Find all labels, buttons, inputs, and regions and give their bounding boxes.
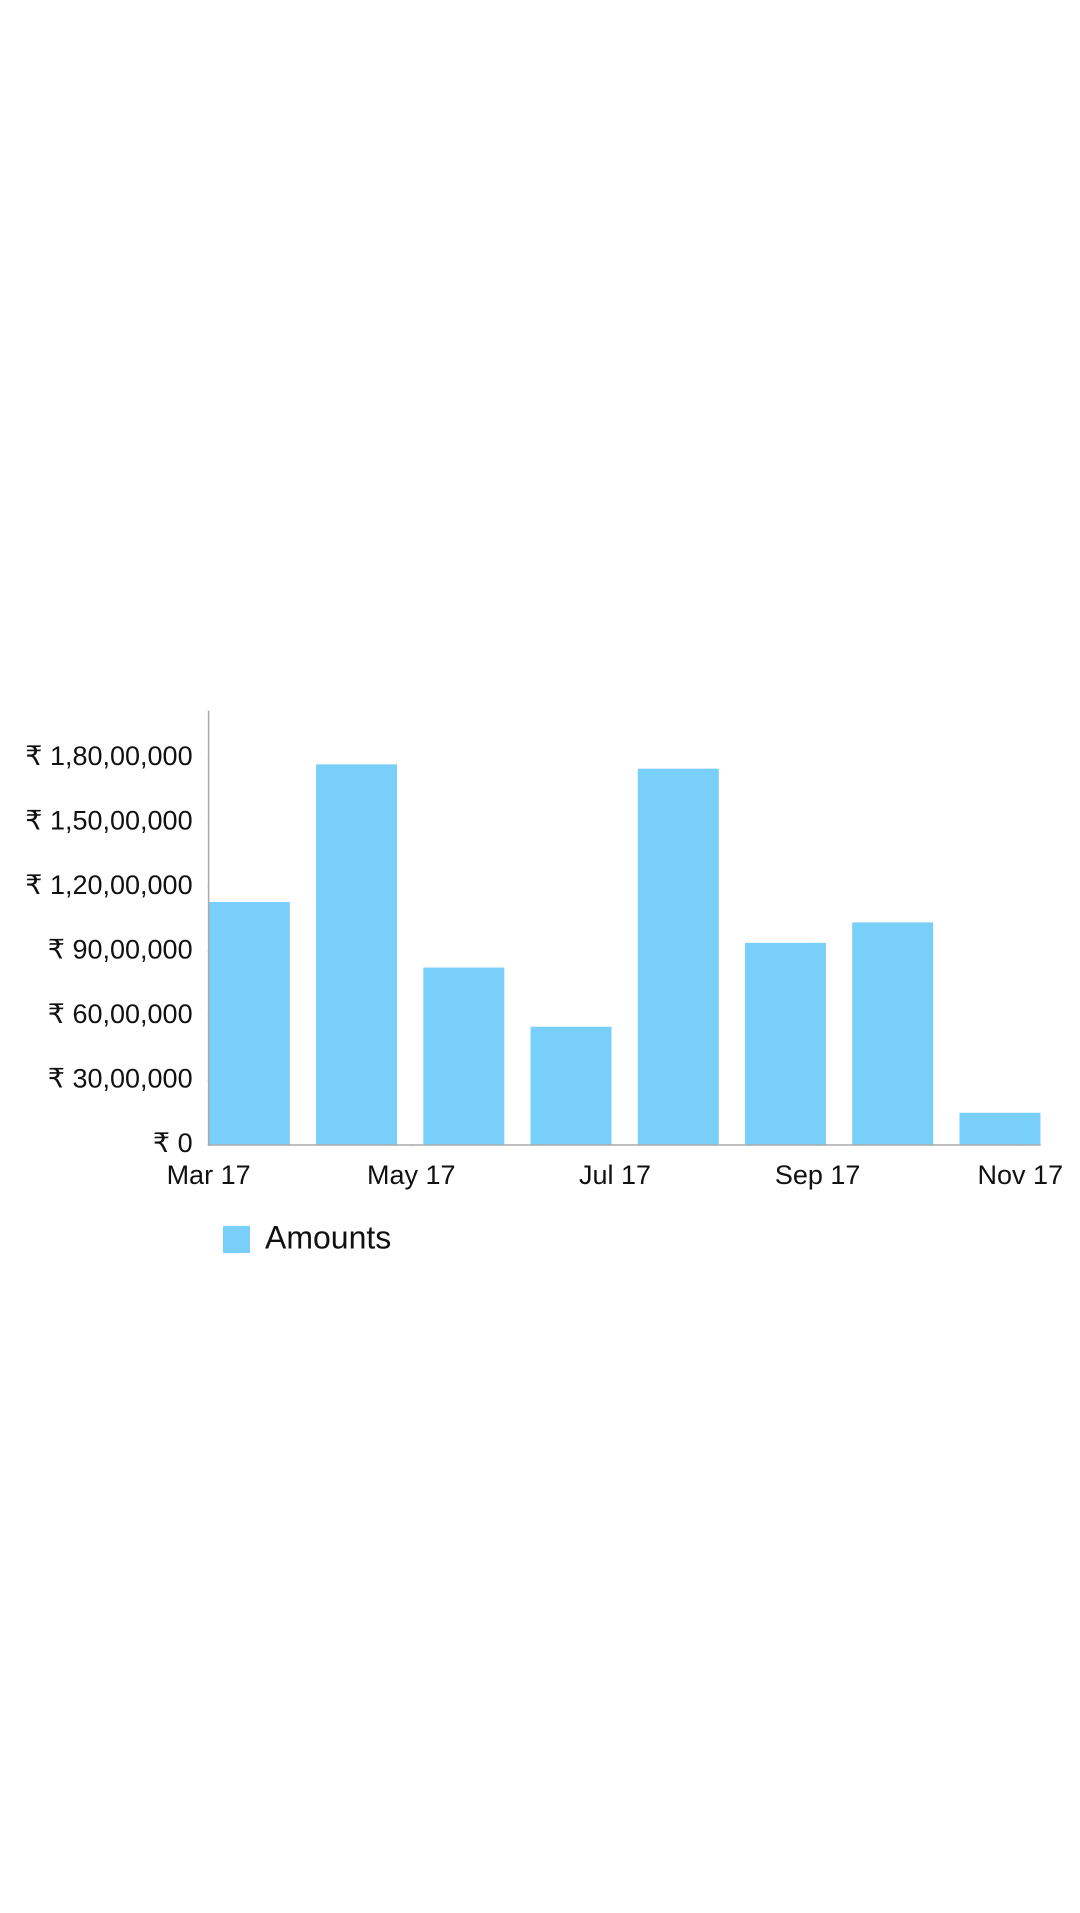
x-tick-label: Sep 17 bbox=[775, 1160, 861, 1190]
y-tick-label: ₹ 30,00,000 bbox=[48, 1064, 193, 1094]
bar bbox=[852, 922, 934, 1145]
bar bbox=[745, 942, 826, 1145]
x-tick-label: Jul 17 bbox=[579, 1160, 651, 1190]
bar bbox=[530, 1026, 612, 1145]
bar bbox=[637, 768, 719, 1145]
y-tick-label: ₹ 1,50,00,000 bbox=[25, 806, 192, 836]
legend-label: Amounts bbox=[265, 1219, 391, 1255]
bar bbox=[423, 967, 505, 1145]
y-tick-label: ₹ 60,00,000 bbox=[48, 999, 193, 1029]
x-tick-label: Nov 17 bbox=[978, 1160, 1064, 1190]
x-tick-label: May 17 bbox=[367, 1160, 456, 1190]
x-tick-label: Mar 17 bbox=[167, 1160, 251, 1190]
y-tick-label: ₹ 0 bbox=[153, 1128, 193, 1158]
bar bbox=[208, 901, 290, 1145]
bar bbox=[959, 1112, 1041, 1145]
y-tick-label: ₹ 90,00,000 bbox=[48, 935, 193, 965]
legend-swatch bbox=[223, 1226, 250, 1253]
y-tick-label: ₹ 1,20,00,000 bbox=[25, 870, 192, 900]
bar bbox=[316, 764, 398, 1145]
y-tick-label: ₹ 1,80,00,000 bbox=[25, 741, 192, 771]
